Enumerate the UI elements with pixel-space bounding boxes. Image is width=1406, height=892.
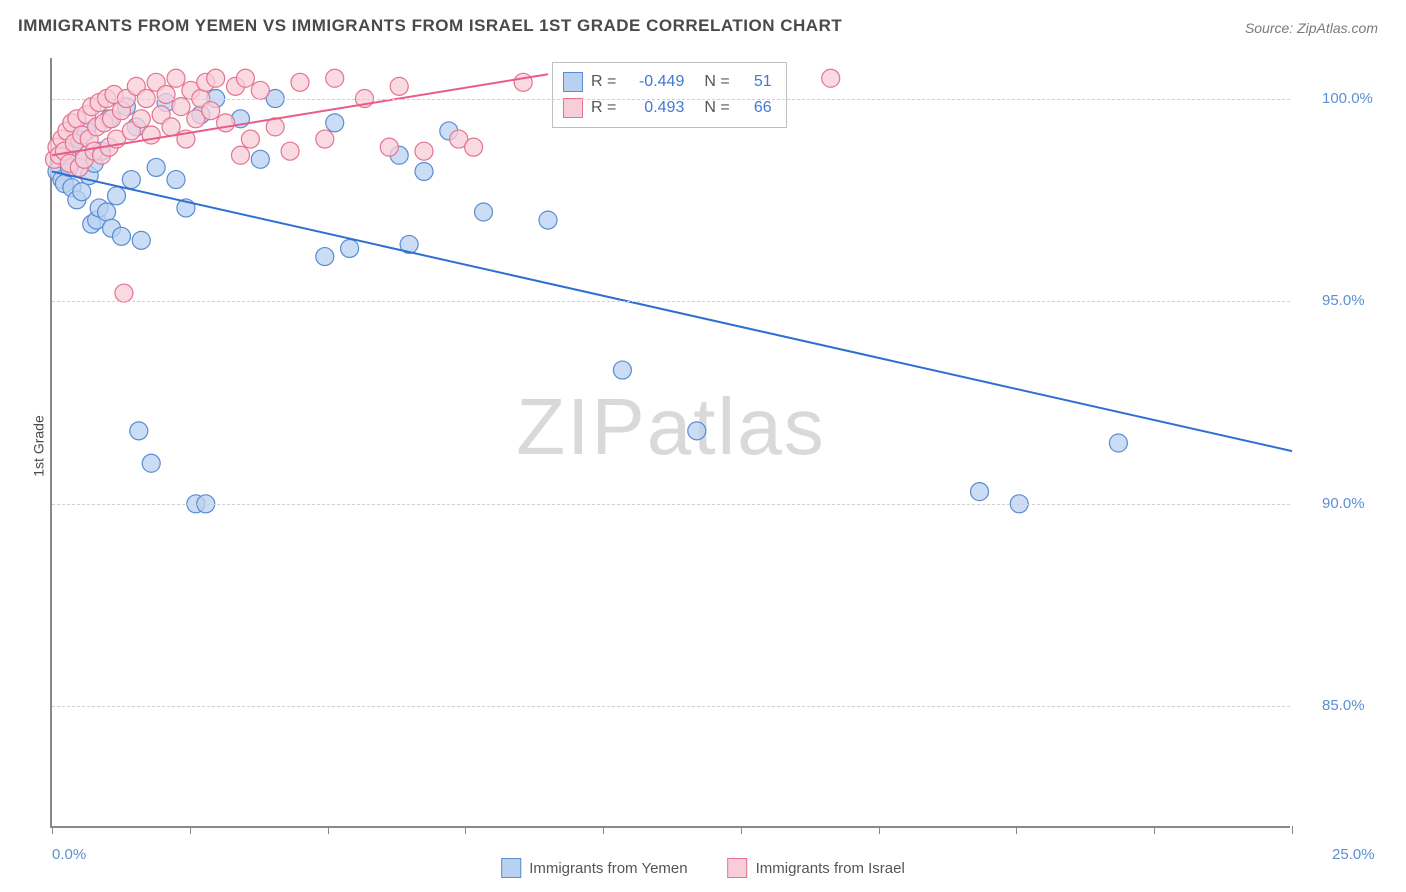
stats-legend-box: R = -0.449 N = 51 R = 0.493 N = 66 xyxy=(552,62,787,128)
data-point xyxy=(415,142,433,160)
data-point xyxy=(281,142,299,160)
x-tick-label: 25.0% xyxy=(1332,846,1378,863)
data-point xyxy=(167,69,185,87)
stats-row-yemen: R = -0.449 N = 51 xyxy=(563,69,772,95)
data-point xyxy=(326,114,344,132)
source-attribution: Source: ZipAtlas.com xyxy=(1245,20,1378,36)
data-point xyxy=(107,187,125,205)
data-point xyxy=(822,69,840,87)
data-point xyxy=(132,110,150,128)
r-label: R = xyxy=(591,73,616,91)
data-point xyxy=(167,171,185,189)
data-point xyxy=(157,85,175,103)
x-tick xyxy=(52,826,53,834)
data-point xyxy=(172,98,190,116)
data-point xyxy=(539,211,557,229)
n-label-2: N = xyxy=(704,99,729,117)
y-tick-label: 85.0% xyxy=(1322,697,1365,714)
data-point xyxy=(130,422,148,440)
x-tick xyxy=(603,826,604,834)
data-point xyxy=(202,102,220,120)
data-point xyxy=(217,114,235,132)
data-point xyxy=(613,361,631,379)
gridline xyxy=(52,706,1290,707)
plot-area: ZIPatlas R = -0.449 N = 51 R = 0.493 N =… xyxy=(50,58,1290,828)
y-axis-label: 1st Grade xyxy=(31,415,47,476)
data-point xyxy=(142,126,160,144)
data-point xyxy=(115,284,133,302)
x-tick xyxy=(328,826,329,834)
chart-title: IMMIGRANTS FROM YEMEN VS IMMIGRANTS FROM… xyxy=(18,16,842,36)
data-point xyxy=(291,73,309,91)
data-point xyxy=(316,248,334,266)
x-tick-label: 0.0% xyxy=(52,846,86,863)
data-point xyxy=(465,138,483,156)
r-label-2: R = xyxy=(591,99,616,117)
swatch-israel xyxy=(563,98,583,118)
data-point xyxy=(231,146,249,164)
data-point xyxy=(251,81,269,99)
data-point xyxy=(98,203,116,221)
x-tick xyxy=(879,826,880,834)
legend-swatch-israel xyxy=(728,858,748,878)
r-value-israel: 0.493 xyxy=(628,99,684,117)
x-tick xyxy=(1154,826,1155,834)
data-point xyxy=(390,77,408,95)
data-point xyxy=(1109,434,1127,452)
data-point xyxy=(380,138,398,156)
bottom-legend: Immigrants from Yemen Immigrants from Is… xyxy=(501,858,905,878)
data-point xyxy=(415,162,433,180)
legend-item-israel: Immigrants from Israel xyxy=(728,858,905,878)
data-point xyxy=(971,483,989,501)
n-value-yemen: 51 xyxy=(742,73,772,91)
x-tick xyxy=(465,826,466,834)
data-point xyxy=(251,150,269,168)
data-point xyxy=(326,69,344,87)
x-tick xyxy=(1292,826,1293,834)
legend-label-israel: Immigrants from Israel xyxy=(756,860,905,877)
data-point xyxy=(316,130,334,148)
y-tick-label: 95.0% xyxy=(1322,292,1365,309)
x-tick xyxy=(1016,826,1017,834)
x-tick xyxy=(190,826,191,834)
data-point xyxy=(147,158,165,176)
data-point xyxy=(236,69,254,87)
legend-label-yemen: Immigrants from Yemen xyxy=(529,860,687,877)
chart-svg xyxy=(52,58,1290,826)
swatch-yemen xyxy=(563,72,583,92)
data-point xyxy=(341,239,359,257)
data-point xyxy=(162,118,180,136)
gridline xyxy=(52,301,1290,302)
data-point xyxy=(241,130,259,148)
r-value-yemen: -0.449 xyxy=(628,73,684,91)
data-point xyxy=(475,203,493,221)
legend-swatch-yemen xyxy=(501,858,521,878)
data-point xyxy=(122,171,140,189)
data-point xyxy=(142,454,160,472)
y-tick-label: 90.0% xyxy=(1322,495,1365,512)
y-tick-label: 100.0% xyxy=(1322,90,1373,107)
n-label: N = xyxy=(704,73,729,91)
gridline xyxy=(52,99,1290,100)
data-point xyxy=(112,227,130,245)
trend-line xyxy=(52,171,1292,451)
data-point xyxy=(207,69,225,87)
x-tick xyxy=(741,826,742,834)
gridline xyxy=(52,504,1290,505)
legend-item-yemen: Immigrants from Yemen xyxy=(501,858,687,878)
data-point xyxy=(73,183,91,201)
n-value-israel: 66 xyxy=(742,99,772,117)
data-point xyxy=(688,422,706,440)
data-point xyxy=(514,73,532,91)
data-point xyxy=(132,231,150,249)
